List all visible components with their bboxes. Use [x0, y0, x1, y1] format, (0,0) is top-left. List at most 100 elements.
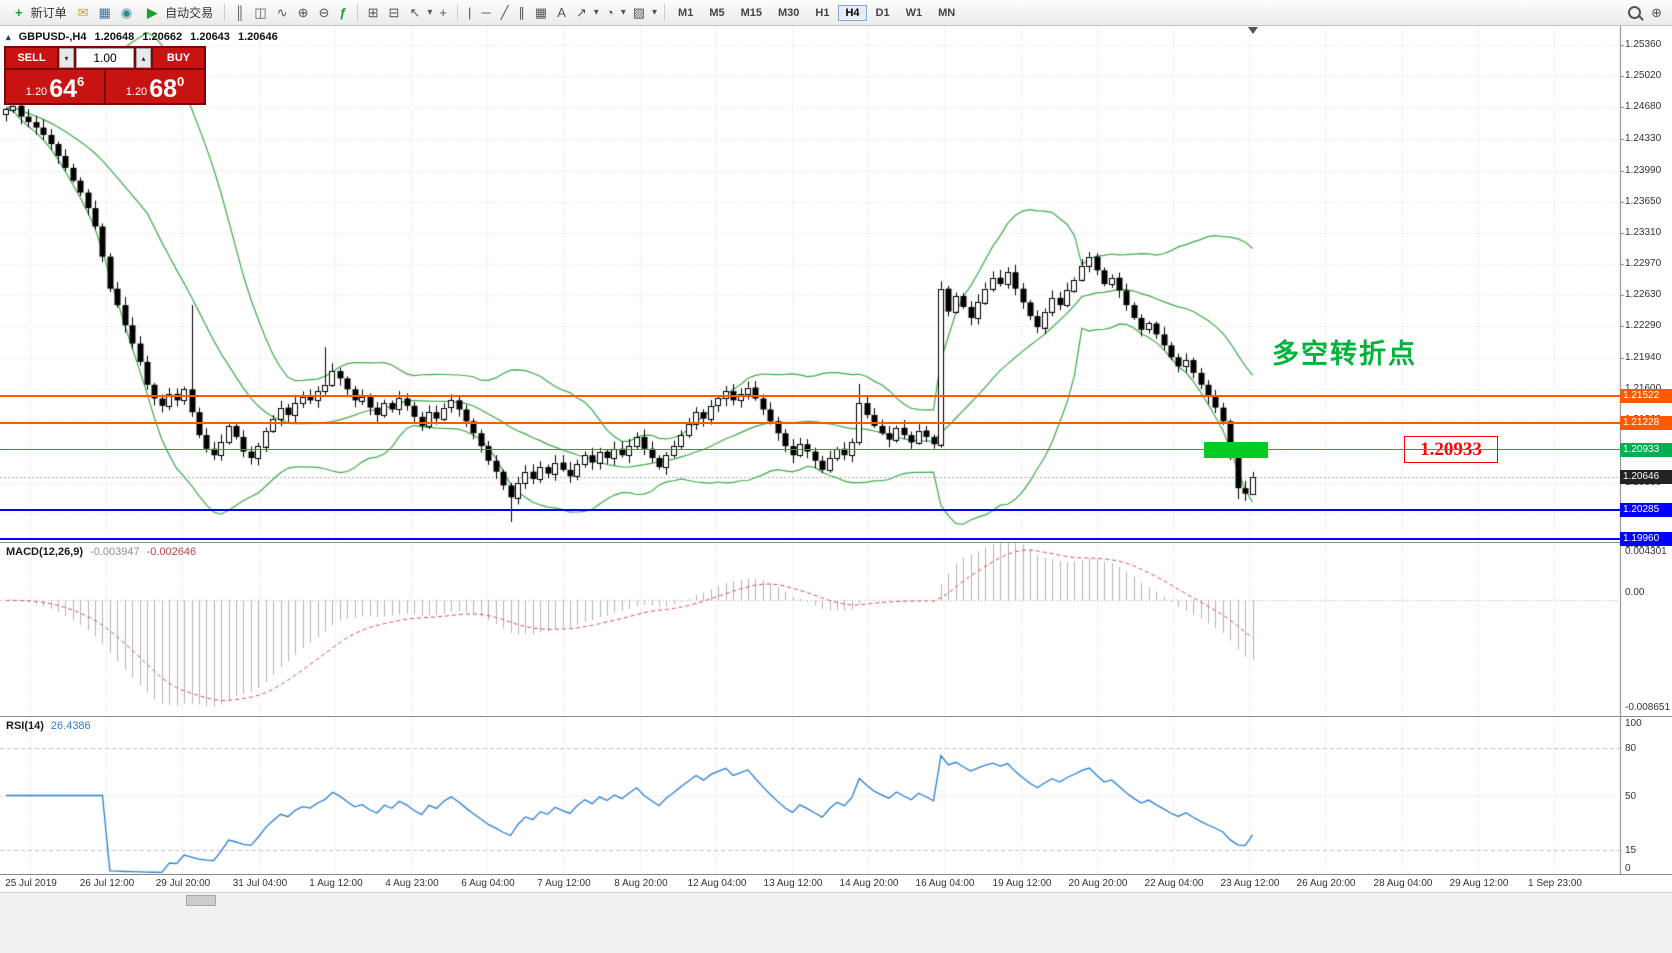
trendline-tool-icon[interactable]: ╱: [500, 5, 509, 20]
channel-tool-icon[interactable]: ∥: [518, 5, 525, 20]
ohlc-low: 1.20643: [190, 31, 230, 43]
buy-price-prefix: 1.20: [125, 86, 148, 98]
buy-price-tile[interactable]: 1.20 68 0: [106, 70, 204, 103]
time-axis-label: 22 Aug 04:00: [1144, 878, 1204, 889]
volume-decrease-button[interactable]: ▾: [59, 48, 74, 68]
tf-m1[interactable]: M1: [678, 6, 694, 19]
buy-button[interactable]: BUY: [153, 48, 204, 68]
macd-axis-min: -0.008651: [1625, 702, 1671, 713]
tf-d1[interactable]: D1: [875, 6, 890, 19]
horizontal-line-1.20933[interactable]: [0, 449, 1620, 450]
period-caret-icon[interactable]: ▾: [620, 7, 626, 18]
price-axis-label: 1.23990: [1625, 165, 1662, 176]
tile-windows-icon[interactable]: ⊞: [367, 5, 379, 20]
tf-mn[interactable]: MN: [938, 6, 956, 19]
tf-w1[interactable]: W1: [905, 6, 923, 19]
horizontal-line-1.21228[interactable]: [0, 422, 1620, 424]
volume-increase-button[interactable]: ▴: [136, 48, 151, 68]
horizontal-scrollbar[interactable]: [0, 892, 1672, 906]
time-axis-label: 19 Aug 12:00: [992, 878, 1052, 889]
time-axis-label: 12 Aug 04:00: [687, 878, 747, 889]
time-axis-label: 6 Aug 04:00: [461, 878, 515, 889]
new-order-button[interactable]: + 新订单: [6, 3, 72, 23]
highlight-box[interactable]: [1204, 442, 1268, 458]
cursor-icon[interactable]: ↖: [409, 5, 421, 20]
tf-m15[interactable]: M15: [740, 6, 763, 19]
tf-m30[interactable]: M30: [778, 6, 800, 19]
time-axis-label: 16 Aug 04:00: [915, 878, 975, 889]
macd-value-signal: -0.002646: [146, 546, 197, 558]
time-axis-label: 8 Aug 20:00: [614, 878, 668, 889]
ohlc-high: 1.20662: [142, 31, 183, 43]
chart-annotation-text[interactable]: 多空转折点: [1272, 339, 1417, 369]
zoom-out-icon[interactable]: ⊖: [318, 5, 330, 20]
time-axis-label: 14 Aug 20:00: [839, 878, 899, 889]
cursor-caret-icon[interactable]: ▾: [427, 7, 433, 18]
grid-icon[interactable]: ▦: [534, 5, 548, 20]
cascade-windows-icon[interactable]: ⊟: [388, 5, 400, 20]
horizontal-line-1.20285[interactable]: [0, 509, 1620, 511]
zoom-in-icon[interactable]: ⊕: [297, 5, 309, 20]
rsi-axis-label: 100: [1625, 718, 1642, 729]
search-icon[interactable]: [1628, 6, 1644, 21]
template-caret-icon[interactable]: ▾: [652, 7, 658, 18]
macd-axis-zero: 0.00: [1625, 587, 1645, 598]
panel-separator[interactable]: [0, 542, 1672, 543]
period-clock-icon[interactable]: ◔: [605, 5, 614, 20]
chart-shift-marker[interactable]: [1248, 27, 1258, 34]
crosshair-icon[interactable]: +: [439, 5, 447, 20]
indicators-icon[interactable]: ƒ: [339, 5, 347, 20]
toolbar-separator: [456, 4, 458, 21]
mailbox-icon[interactable]: ✉: [77, 5, 89, 20]
horizontal-line-1.21522[interactable]: [0, 395, 1620, 397]
play-icon: ▶: [147, 5, 158, 20]
rsi-axis-label: 0: [1625, 863, 1631, 874]
price-chart-canvas[interactable]: [0, 26, 1672, 874]
vertical-line-tool-icon[interactable]: |: [467, 5, 472, 20]
time-axis-label: 1 Sep 23:00: [1528, 878, 1582, 889]
scrollbar-thumb[interactable]: [186, 895, 216, 906]
navigator-icon[interactable]: ◉: [120, 5, 133, 20]
panel-separator[interactable]: [0, 716, 1672, 717]
text-tool-icon[interactable]: A: [557, 5, 566, 20]
candlestick-chart-icon[interactable]: ◫: [254, 5, 267, 20]
price-axis-label: 1.21940: [1625, 352, 1662, 363]
tf-m5[interactable]: M5: [709, 6, 725, 19]
price-axis-label: 1.21600: [1625, 383, 1661, 394]
horizontal-line-tool-icon[interactable]: ─: [481, 5, 491, 20]
terminal-icon[interactable]: ▦: [98, 5, 111, 20]
add-symbol-icon[interactable]: ⊕: [1651, 5, 1662, 20]
one-click-toggle-icon[interactable]: ▴: [6, 32, 11, 42]
sell-price-tile[interactable]: 1.20 64 6: [6, 70, 104, 103]
macd-label: MACD(12,26,9) -0.003947 -0.002646: [6, 546, 196, 558]
rsi-axis-label: 80: [1625, 743, 1637, 754]
time-axis-label: 1 Aug 12:00: [309, 878, 363, 889]
price-axis-label: 1.22970: [1625, 258, 1662, 269]
time-axis-label: 20 Aug 20:00: [1068, 878, 1128, 889]
rsi-axis-label: 50: [1625, 791, 1637, 802]
bar-chart-icon[interactable]: ║: [235, 5, 245, 20]
time-axis-label: 25 Jul 2019: [5, 878, 57, 889]
one-click-trading-panel: SELL ▾ ▴ BUY 1.20 64 6 1.20 68 0: [4, 46, 206, 105]
rsi-name: RSI(14): [6, 720, 44, 732]
line-chart-icon[interactable]: ∿: [276, 5, 288, 20]
time-axis-label: 7 Aug 12:00: [537, 878, 591, 889]
template-icon[interactable]: ▨: [632, 5, 646, 20]
horizontal-line-1.19960[interactable]: [0, 538, 1620, 540]
arrow-caret-icon[interactable]: ▾: [593, 7, 599, 18]
tf-h1[interactable]: H1: [815, 6, 830, 19]
volume-input[interactable]: [76, 48, 134, 68]
price-axis-label: 1.22630: [1625, 289, 1662, 300]
rsi-value: 26.4386: [50, 720, 91, 732]
time-axis[interactable]: 25 Jul 2019 26 Jul 12:00 29 Jul 20:00 31 Ju…: [0, 874, 1672, 892]
autotrading-button[interactable]: ▶ 自动交易: [138, 3, 218, 23]
tf-h4[interactable]: H4: [838, 4, 867, 21]
time-axis-label: 26 Jul 12:00: [79, 878, 135, 889]
macd-value-main: -0.003947: [90, 546, 140, 558]
arrow-tool-icon[interactable]: ↗: [575, 5, 587, 20]
price-axis-label: 1.22290: [1625, 320, 1662, 331]
price-axis-label: 1.24330: [1625, 133, 1662, 144]
chart-overlays: ▴ GBPUSD-,H4 1.20648 1.20662 1.20643 1.2…: [0, 26, 1672, 874]
sell-button[interactable]: SELL: [6, 48, 57, 68]
